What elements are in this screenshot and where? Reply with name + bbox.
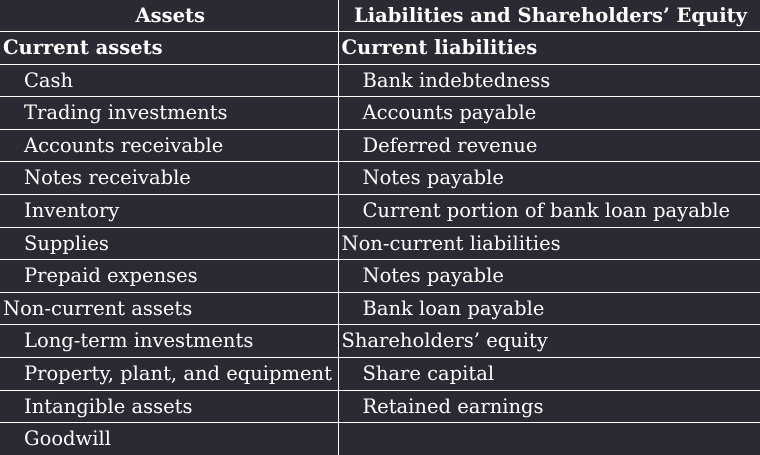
liabilities-equity-cell: Bank indebtedness [338,64,760,98]
liabilities-equity-cell: Notes payable [338,259,760,293]
table-row: Prepaid expenses Notes payable [0,259,760,293]
assets-cell: Property, plant, and equipment [0,357,339,391]
liabilities-equity-cell: Shareholders’ equity [338,324,760,358]
assets-cell: Supplies [0,227,339,261]
liabilities-equity-cell: Deferred revenue [338,129,760,163]
assets-cell: Intangible assets [0,390,339,424]
liabilities-equity-cell: Non-current liabilities [338,227,760,261]
liabilities-equity-cell: Current portion of bank loan payable [338,194,760,228]
assets-cell: Current assets [0,31,339,65]
header-liabilities-equity: Liabilities and Shareholders’ Equity [338,0,760,32]
assets-cell: Prepaid expenses [0,259,339,293]
liabilities-equity-cell: Current liabilities [338,31,760,65]
assets-cell: Cash [0,64,339,98]
table-row: Inventory Current portion of bank loan pa… [0,194,760,228]
table-row: Cash Bank indebtedness [0,64,760,98]
assets-cell: Long-term investments [0,324,339,358]
table-row: Property, plant, and equipment Share capi… [0,357,760,391]
table-row: Goodwill [0,422,760,455]
assets-cell: Trading investments [0,96,339,130]
table-row: Trading investments Accounts payable [0,96,760,130]
table-row: Supplies Non-current liabilities [0,227,760,261]
header-assets: Assets [0,0,339,32]
liabilities-equity-cell: Share capital [338,357,760,391]
table-row: Long-term investments Shareholders’ equit… [0,324,760,358]
assets-cell: Notes receivable [0,161,339,195]
liabilities-equity-cell: Retained earnings [338,390,760,424]
assets-cell: Inventory [0,194,339,228]
table-row: Current assets Current liabilities [0,31,760,65]
assets-cell: Goodwill [0,422,339,455]
liabilities-equity-cell: Bank loan payable [338,292,760,326]
liabilities-equity-cell: Accounts payable [338,96,760,130]
header-row: Assets Liabilities and Shareholders’ Equ… [0,0,760,32]
table-row: Intangible assets Retained earnings [0,390,760,424]
table-row: Non-current assets Bank loan payable [0,292,760,326]
assets-cell: Non-current assets [0,292,339,326]
liabilities-equity-cell: Notes payable [338,161,760,195]
assets-cell: Accounts receivable [0,129,339,163]
liabilities-equity-cell [338,422,760,455]
table-body: Current assets Current liabilities Cash Ban… [0,31,760,455]
table-row: Accounts receivable Deferred revenue [0,129,760,163]
table-row: Notes receivable Notes payable [0,161,760,195]
